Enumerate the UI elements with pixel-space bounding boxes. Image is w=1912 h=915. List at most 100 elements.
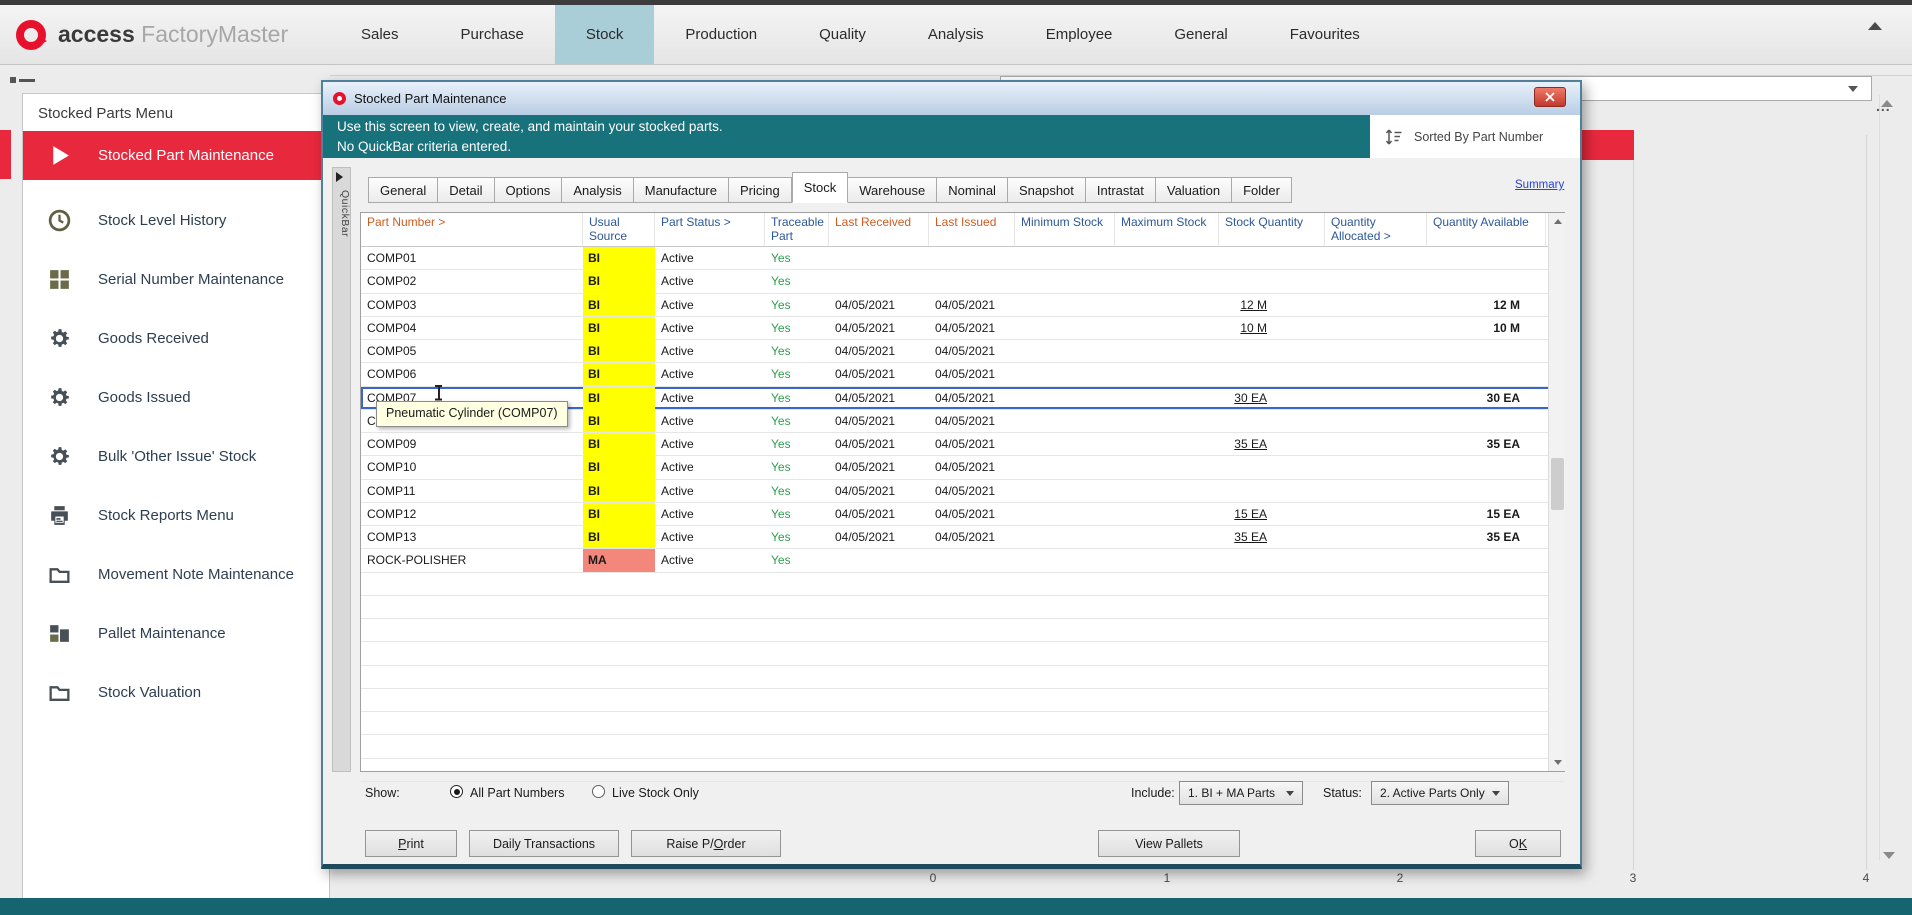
quickbar-strip [332, 167, 351, 772]
stock-quantity-link[interactable]: 10 M [1240, 320, 1267, 335]
nav-item-production[interactable]: Production [685, 26, 758, 43]
cell-part-number: COMP02 [367, 274, 417, 289]
sidebar-item-goods-received[interactable]: Goods Received [23, 309, 329, 368]
cell-part-status: Active [661, 320, 694, 335]
menu-icon[interactable] [19, 79, 35, 82]
column-header-part-status[interactable]: Part Status > [655, 213, 765, 246]
nav-item-favourites[interactable]: Favourites [1289, 26, 1360, 43]
cell-usual-source: BI [583, 340, 655, 363]
nav-item-employee[interactable]: Employee [1045, 26, 1113, 43]
sidebar-item-pallet-maintenance[interactable]: Pallet Maintenance [23, 604, 329, 663]
quickbar-expand-icon[interactable] [336, 172, 343, 182]
close-icon[interactable] [1534, 87, 1566, 107]
column-header-last-received[interactable]: Last Received [829, 213, 929, 246]
table-row[interactable]: COMP01 BI Active Yes [361, 247, 1564, 271]
column-header-quantity-available[interactable]: Quantity Available [1427, 213, 1546, 246]
include-dropdown[interactable]: 1. BI + MA Parts [1179, 781, 1303, 805]
tab-pricing[interactable]: Pricing [729, 177, 792, 203]
sidebar-item-movement-note-maintenance[interactable]: Movement Note Maintenance [23, 545, 329, 604]
nav-item-sales[interactable]: Sales [361, 26, 399, 43]
radio-live-stock-only-label[interactable]: Live Stock Only [612, 786, 699, 800]
app-title: access FactoryMaster [58, 21, 289, 47]
column-header-quantity-allocated[interactable]: Quantity Allocated > [1325, 213, 1427, 246]
scrollbar-thumb[interactable] [1551, 458, 1564, 510]
menu-icon[interactable] [10, 77, 16, 83]
table-row[interactable]: COMP09 BI Active Yes 04/05/2021 04/05/2021 35 … [361, 433, 1564, 457]
nav-item-analysis[interactable]: Analysis [927, 26, 984, 43]
scroll-down-icon[interactable] [1549, 754, 1566, 771]
status-dropdown[interactable]: 2. Active Parts Only [1371, 781, 1509, 805]
sidebar-item-stock-valuation[interactable]: Stock Valuation [23, 663, 329, 722]
stock-quantity-link[interactable]: 15 EA [1234, 506, 1267, 521]
tab-snapshot[interactable]: Snapshot [1007, 177, 1086, 203]
table-row[interactable]: COMP04 BI Active Yes 04/05/2021 04/05/2021 10 … [361, 316, 1564, 340]
tab-general[interactable]: General [368, 177, 439, 203]
sidebar-item-stock-reports-menu[interactable]: Stock Reports Menu [23, 486, 329, 545]
column-header-usual-source[interactable]: Usual Source [583, 213, 655, 246]
cell-last-issued: 04/05/2021 [935, 367, 996, 382]
cell-maximum-stock [1115, 270, 1219, 292]
tab-options[interactable]: Options [494, 177, 563, 203]
table-row[interactable]: COMP07 BI Active Yes 04/05/2021 04/05/2021 30 … [361, 386, 1564, 410]
scroll-up-icon[interactable] [1881, 100, 1893, 107]
column-header-part-number[interactable]: Part Number > [361, 213, 583, 246]
table-row[interactable]: COMP10 BI Active Yes 04/05/2021 04/05/2021 [361, 456, 1564, 480]
table-row[interactable]: COMP06 BI Active Yes 04/05/2021 04/05/2021 [361, 363, 1564, 387]
column-header-maximum-stock[interactable]: Maximum Stock [1115, 213, 1219, 246]
scroll-up-icon[interactable] [1549, 213, 1566, 230]
table-row[interactable]: COMP03 BI Active Yes 04/05/2021 04/05/2021 12 … [361, 293, 1564, 317]
tab-warehouse[interactable]: Warehouse [848, 177, 938, 203]
chevron-down-icon[interactable] [1848, 86, 1858, 92]
nav-item-stock[interactable]: Stock [554, 5, 655, 64]
tab-folder[interactable]: Folder [1232, 177, 1292, 203]
table-row[interactable]: COMP11 BI Active Yes 04/05/2021 04/05/2021 [361, 479, 1564, 503]
nav-item-general[interactable]: General [1174, 26, 1228, 43]
radio-all-part-numbers[interactable] [450, 785, 463, 798]
stock-quantity-link[interactable]: 12 M [1240, 297, 1267, 312]
table-scrollbar[interactable] [1548, 213, 1566, 771]
tab-intrastat[interactable]: Intrastat [1085, 177, 1156, 203]
tab-nominal[interactable]: Nominal [937, 177, 1008, 203]
column-header-traceable-part[interactable]: Traceable Part [765, 213, 829, 246]
tab-manufacture[interactable]: Manufacture [633, 177, 729, 203]
view-pallets-button[interactable]: View Pallets [1098, 830, 1240, 857]
nav-item-quality[interactable]: Quality [819, 26, 866, 43]
cell-part-status: Active [661, 460, 694, 475]
table-row[interactable]: COMP02 BI Active Yes [361, 270, 1564, 294]
table-row[interactable]: ROCK-POLISHER MA Active Yes [361, 549, 1564, 573]
sidebar-item-stocked-part-maintenance[interactable]: Stocked Part Maintenance [23, 131, 329, 180]
tab-analysis[interactable]: Analysis [562, 177, 634, 203]
table-row[interactable]: COMP05 BI Active Yes 04/05/2021 04/05/2021 [361, 340, 1564, 364]
cell-minimum-stock [1015, 270, 1115, 292]
column-header-stock-quantity[interactable]: Stock Quantity [1219, 213, 1325, 246]
nav-item-purchase[interactable]: Purchase [460, 26, 524, 43]
stock-quantity-link[interactable]: 35 EA [1234, 530, 1267, 544]
table-row[interactable]: COMP12 BI Active Yes 04/05/2021 04/05/2021 15 … [361, 502, 1564, 526]
sidebar-item-serial-number-maintenance[interactable]: Serial Number Maintenance [23, 250, 329, 309]
table-row[interactable]: COMP13 BI Active Yes 04/05/2021 04/05/2021 35 … [361, 526, 1564, 550]
column-header-minimum-stock[interactable]: Minimum Stock [1015, 213, 1115, 246]
dialog-titlebar[interactable]: Stocked Part Maintenance [323, 82, 1580, 115]
daily-transactions-button[interactable]: Daily Transactions [469, 830, 619, 857]
sidebar-item-stock-level-history[interactable]: Stock Level History [23, 191, 329, 250]
sidebar-item-bulk-other-issue-stock[interactable]: Bulk 'Other Issue' Stock [23, 427, 329, 486]
column-header-last-issued[interactable]: Last Issued [929, 213, 1015, 246]
collapse-ribbon-icon[interactable] [1868, 22, 1882, 30]
scroll-down-icon[interactable] [1883, 852, 1895, 859]
tab-valuation[interactable]: Valuation [1155, 177, 1233, 203]
stock-quantity-link[interactable]: 35 EA [1234, 437, 1267, 451]
topbar-nav: Sales Purchase Stock Production Quality Analy… [330, 5, 1391, 64]
radio-live-stock-only[interactable] [592, 785, 605, 798]
tab-detail[interactable]: Detail [438, 177, 495, 203]
sidebar-item-goods-issued[interactable]: Goods Issued [23, 368, 329, 427]
radio-all-part-numbers-label[interactable]: All Part Numbers [470, 786, 565, 800]
summary-link[interactable]: Summary [1515, 179, 1565, 191]
tab-stock[interactable]: Stock [791, 172, 849, 203]
cell-quantity-allocated [1325, 503, 1427, 525]
stock-quantity-link[interactable]: 30 EA [1234, 390, 1267, 405]
cell-usual-source: BI [583, 270, 655, 293]
cell-stock-quantity: 12 M [1219, 294, 1325, 316]
